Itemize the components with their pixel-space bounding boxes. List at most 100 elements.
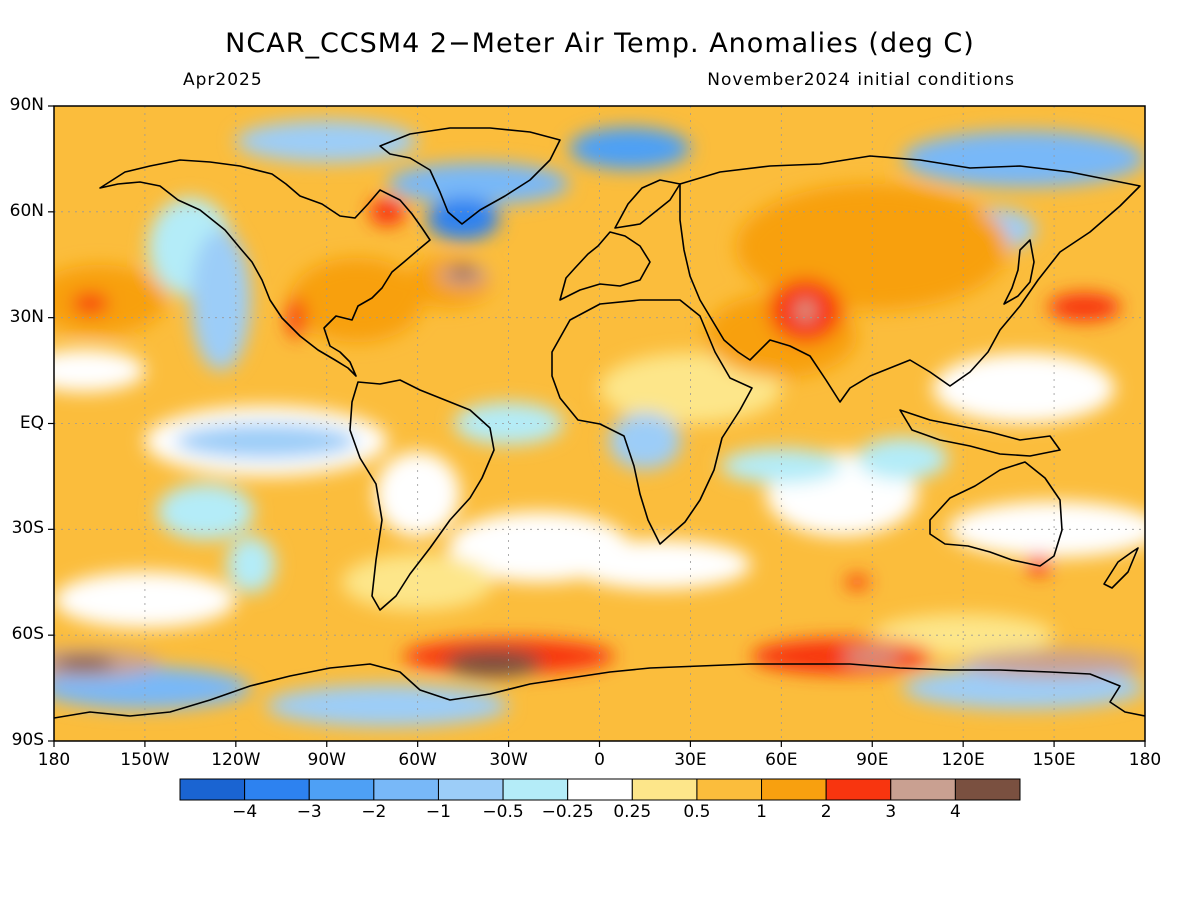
anomaly-blob: [844, 575, 870, 590]
colorbar-swatch: [373, 778, 439, 801]
anomaly-blob: [569, 127, 691, 170]
colorbar-swatch: [890, 778, 956, 801]
lat-label: 30N: [9, 306, 44, 327]
anomaly-blob: [54, 571, 236, 629]
anomaly-blob: [157, 483, 255, 540]
coastlines: [54, 127, 1145, 719]
colorbar-swatch: [567, 778, 633, 801]
colorbar-swatch: [761, 778, 827, 801]
colorbar-swatch: [437, 778, 504, 801]
lon-label: 150E: [1032, 750, 1076, 770]
anomaly-blob: [902, 130, 1145, 188]
anomaly-blob: [1048, 292, 1121, 322]
lon-label: 90W: [307, 750, 346, 770]
anomaly-blob: [426, 197, 500, 241]
colorbar-swatch: [179, 778, 246, 801]
lon-label: 120W: [211, 750, 261, 770]
colorbar-swatch: [825, 778, 892, 801]
colorbar-label: −2: [361, 802, 387, 822]
lon-label: 150W: [120, 750, 170, 770]
anomaly-blob: [226, 536, 276, 593]
colorbar-label: 0.5: [683, 802, 711, 822]
coastline-africa: [551, 299, 753, 545]
colorbar-label: −0.5: [482, 802, 524, 822]
anomaly-blob: [444, 649, 542, 678]
graticule: [54, 106, 1145, 741]
anomaly-blob: [451, 266, 476, 278]
coastline-south-america: [349, 379, 495, 611]
anomaly-blob: [290, 257, 424, 343]
coastline-australia: [929, 461, 1063, 567]
colorbar: [179, 778, 1021, 801]
lat-label: 30S: [11, 518, 44, 539]
anomaly-blob: [948, 501, 1145, 558]
lon-label: 120E: [941, 750, 985, 770]
anomaly-blob: [902, 666, 1145, 710]
colorbar-swatch: [631, 778, 698, 801]
lat-label: 60N: [9, 200, 44, 221]
anomaly-blob: [266, 684, 509, 727]
anomaly-blob: [841, 649, 903, 664]
lon-label: 180: [37, 750, 71, 770]
lon-label: 60W: [398, 750, 437, 770]
anomaly-blob: [454, 402, 564, 445]
colorbar-label: 4: [949, 802, 961, 822]
colorbar-label: −0.25: [541, 802, 594, 822]
colorbar-label: 0.25: [613, 802, 652, 822]
lon-label: 30E: [674, 750, 707, 770]
valid-month-label: Apr2025: [183, 70, 263, 90]
anomaly-blob: [54, 666, 251, 710]
anomaly-blob: [720, 448, 842, 484]
anomaly-blob: [1084, 656, 1145, 671]
colorbar-label: −4: [232, 802, 258, 822]
lon-label: 90E: [856, 750, 889, 770]
anomaly-blob: [857, 437, 949, 480]
map-title: NCAR_CCSM4 2−Meter Air Temp. Anomalies (…: [225, 28, 975, 59]
colorbar-swatch: [502, 778, 569, 801]
coastline-japan: [1003, 239, 1035, 305]
coastline-indonesia: [899, 409, 1061, 457]
anomaly-blob: [72, 292, 109, 315]
colorbar-label: −1: [425, 802, 451, 822]
lat-label: 90N: [9, 95, 44, 115]
anomaly-blobs: [54, 120, 1145, 727]
anomaly-blob: [375, 451, 461, 537]
anomaly-blob: [54, 349, 145, 392]
map-field: [54, 106, 1145, 741]
colorbar-swatch: [696, 778, 763, 801]
anomaly-blob: [54, 656, 115, 671]
colorbar-swatch: [308, 778, 375, 801]
colorbar-swatch: [954, 778, 1021, 801]
anomaly-blob: [1026, 554, 1052, 576]
anomaly-blob: [608, 412, 682, 470]
colorbar-label: −3: [296, 802, 322, 822]
colorbar-label: 1: [756, 802, 767, 822]
lon-label: 180: [1128, 750, 1162, 770]
coastline-europe: [559, 231, 651, 301]
lon-label: 30W: [489, 750, 528, 770]
anomaly-blob: [175, 423, 358, 459]
lon-label: 60E: [765, 750, 798, 770]
coastline-greenland: [379, 127, 561, 225]
lon-label: 0: [594, 750, 605, 770]
anomaly-blob: [796, 300, 815, 322]
anomaly-blob: [369, 197, 406, 226]
anomaly-blob: [932, 352, 1115, 424]
lat-label: 60S: [11, 624, 44, 645]
anomaly-blob: [569, 539, 752, 590]
coastline-antarctica: [54, 663, 1145, 719]
coastline-new-zealand: [1103, 547, 1139, 589]
anomaly-blob: [387, 162, 570, 205]
colorbar-swatch: [244, 778, 310, 801]
initial-conditions-label: November2024 initial conditions: [707, 70, 1015, 90]
anomaly-blob: [599, 352, 782, 424]
coastline-asia: [679, 155, 1141, 403]
colorbar-label: 3: [885, 802, 897, 822]
axis-ticks: [48, 105, 1146, 747]
lat-label: 90S: [11, 730, 44, 750]
anomaly-blob: [190, 229, 251, 371]
colorbar-label: 2: [820, 802, 832, 822]
lat-label: EQ: [19, 412, 44, 433]
anomaly-blob: [872, 614, 1055, 657]
